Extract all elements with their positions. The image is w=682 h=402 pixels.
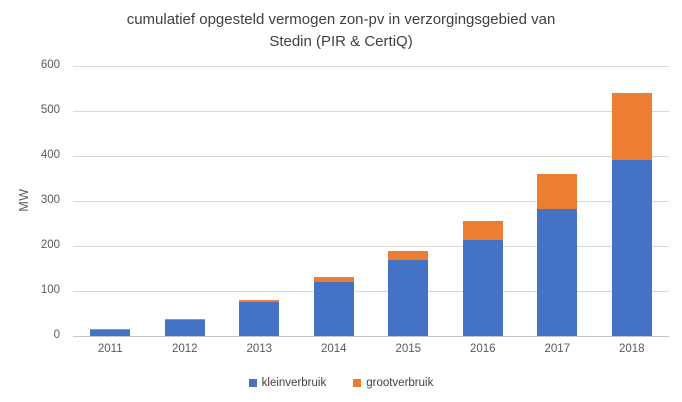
bar-segment-kleinverbruik-2018 [611, 160, 652, 336]
plot-area [73, 65, 669, 337]
gridline [73, 110, 669, 112]
gridline [73, 155, 669, 157]
y-tick-label: 0 [53, 329, 60, 341]
x-tick-label-2018: 2018 [618, 343, 645, 355]
bar-segment-kleinverbruik-2016 [462, 239, 503, 336]
y-tick-label: 300 [40, 194, 60, 206]
y-tick-label: 100 [40, 284, 60, 296]
bar-segment-kleinverbruik-2014 [313, 282, 354, 336]
bar-segment-grootverbruik-2016 [462, 221, 503, 240]
x-tick-label-2017: 2017 [544, 343, 571, 355]
bar-segment-grootverbruik-2014 [313, 277, 354, 282]
x-tick-label-2011: 2011 [97, 343, 123, 355]
bar-segment-kleinverbruik-2013 [239, 302, 280, 336]
y-tick-label: 400 [40, 149, 60, 161]
y-tick-label: 200 [40, 239, 60, 251]
x-tick-label-2015: 2015 [395, 343, 422, 355]
bar-segment-kleinverbruik-2012 [164, 319, 205, 336]
gridline [73, 200, 669, 202]
bar-segment-grootverbruik-2012 [164, 318, 205, 320]
x-tick-label-2016: 2016 [469, 343, 496, 355]
legend-item-kleinverbruik: kleinverbruik [248, 377, 327, 389]
grootverbruik-swatch-icon [353, 379, 362, 387]
legend-label-grootverbruik: grootverbruik [366, 377, 434, 389]
bar-segment-grootverbruik-2017 [537, 174, 578, 209]
y-tick-label: 500 [40, 104, 60, 116]
bar-segment-grootverbruik-2015 [388, 250, 429, 261]
gridline [73, 245, 669, 247]
gridline [73, 65, 669, 67]
legend-item-grootverbruik: grootverbruik [353, 377, 433, 389]
bar-segment-kleinverbruik-2015 [388, 260, 429, 336]
bar-segment-kleinverbruik-2017 [537, 208, 578, 336]
y-tick-label: 600 [40, 59, 60, 71]
bar-segment-grootverbruik-2018 [611, 93, 652, 161]
bar-segment-grootverbruik-2013 [239, 300, 280, 303]
x-tick-label-2014: 2014 [320, 343, 347, 355]
x-tick-label-2012: 2012 [171, 343, 198, 355]
x-axis-line [73, 335, 669, 337]
kleinverbruik-swatch-icon [248, 379, 257, 387]
gridline [73, 290, 669, 292]
chart-title: cumulatief opgesteld vermogen zon-pv in … [126, 11, 556, 50]
legend-label-kleinverbruik: kleinverbruik [261, 377, 327, 389]
legend: kleinverbruik grootverbruik [0, 377, 682, 389]
bar-segment-kleinverbruik-2011 [90, 329, 131, 336]
x-tick-label-2013: 2013 [246, 343, 273, 355]
